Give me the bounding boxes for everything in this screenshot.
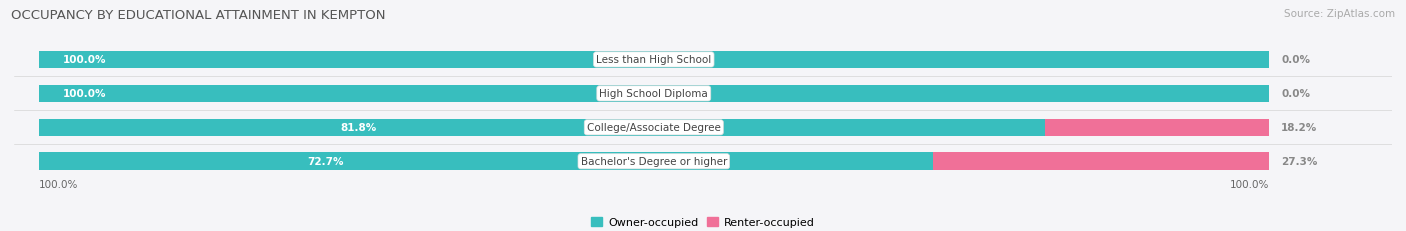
Bar — [934, 153, 1268, 170]
Text: 72.7%: 72.7% — [307, 157, 343, 167]
Text: 18.2%: 18.2% — [1281, 123, 1317, 133]
Bar — [39, 119, 1268, 137]
Text: 0.0%: 0.0% — [1281, 89, 1310, 99]
Text: 100.0%: 100.0% — [63, 89, 107, 99]
Bar — [39, 119, 1045, 137]
Bar — [1045, 119, 1270, 137]
Text: 100.0%: 100.0% — [39, 179, 79, 189]
Text: Less than High School: Less than High School — [596, 55, 711, 65]
Text: Bachelor's Degree or higher: Bachelor's Degree or higher — [581, 157, 727, 167]
Legend: Owner-occupied, Renter-occupied: Owner-occupied, Renter-occupied — [592, 217, 814, 227]
Text: 100.0%: 100.0% — [63, 55, 107, 65]
Bar — [39, 85, 1268, 103]
Text: Source: ZipAtlas.com: Source: ZipAtlas.com — [1284, 9, 1395, 19]
Text: 100.0%: 100.0% — [1229, 179, 1268, 189]
Text: 81.8%: 81.8% — [340, 123, 377, 133]
Bar — [39, 153, 1268, 170]
Text: High School Diploma: High School Diploma — [599, 89, 709, 99]
Bar — [39, 51, 1268, 69]
Bar — [39, 51, 1268, 69]
Bar — [39, 85, 1268, 103]
Text: OCCUPANCY BY EDUCATIONAL ATTAINMENT IN KEMPTON: OCCUPANCY BY EDUCATIONAL ATTAINMENT IN K… — [11, 9, 385, 22]
Text: College/Associate Degree: College/Associate Degree — [586, 123, 721, 133]
Bar — [39, 153, 934, 170]
Text: 0.0%: 0.0% — [1281, 55, 1310, 65]
Text: 27.3%: 27.3% — [1281, 157, 1317, 167]
